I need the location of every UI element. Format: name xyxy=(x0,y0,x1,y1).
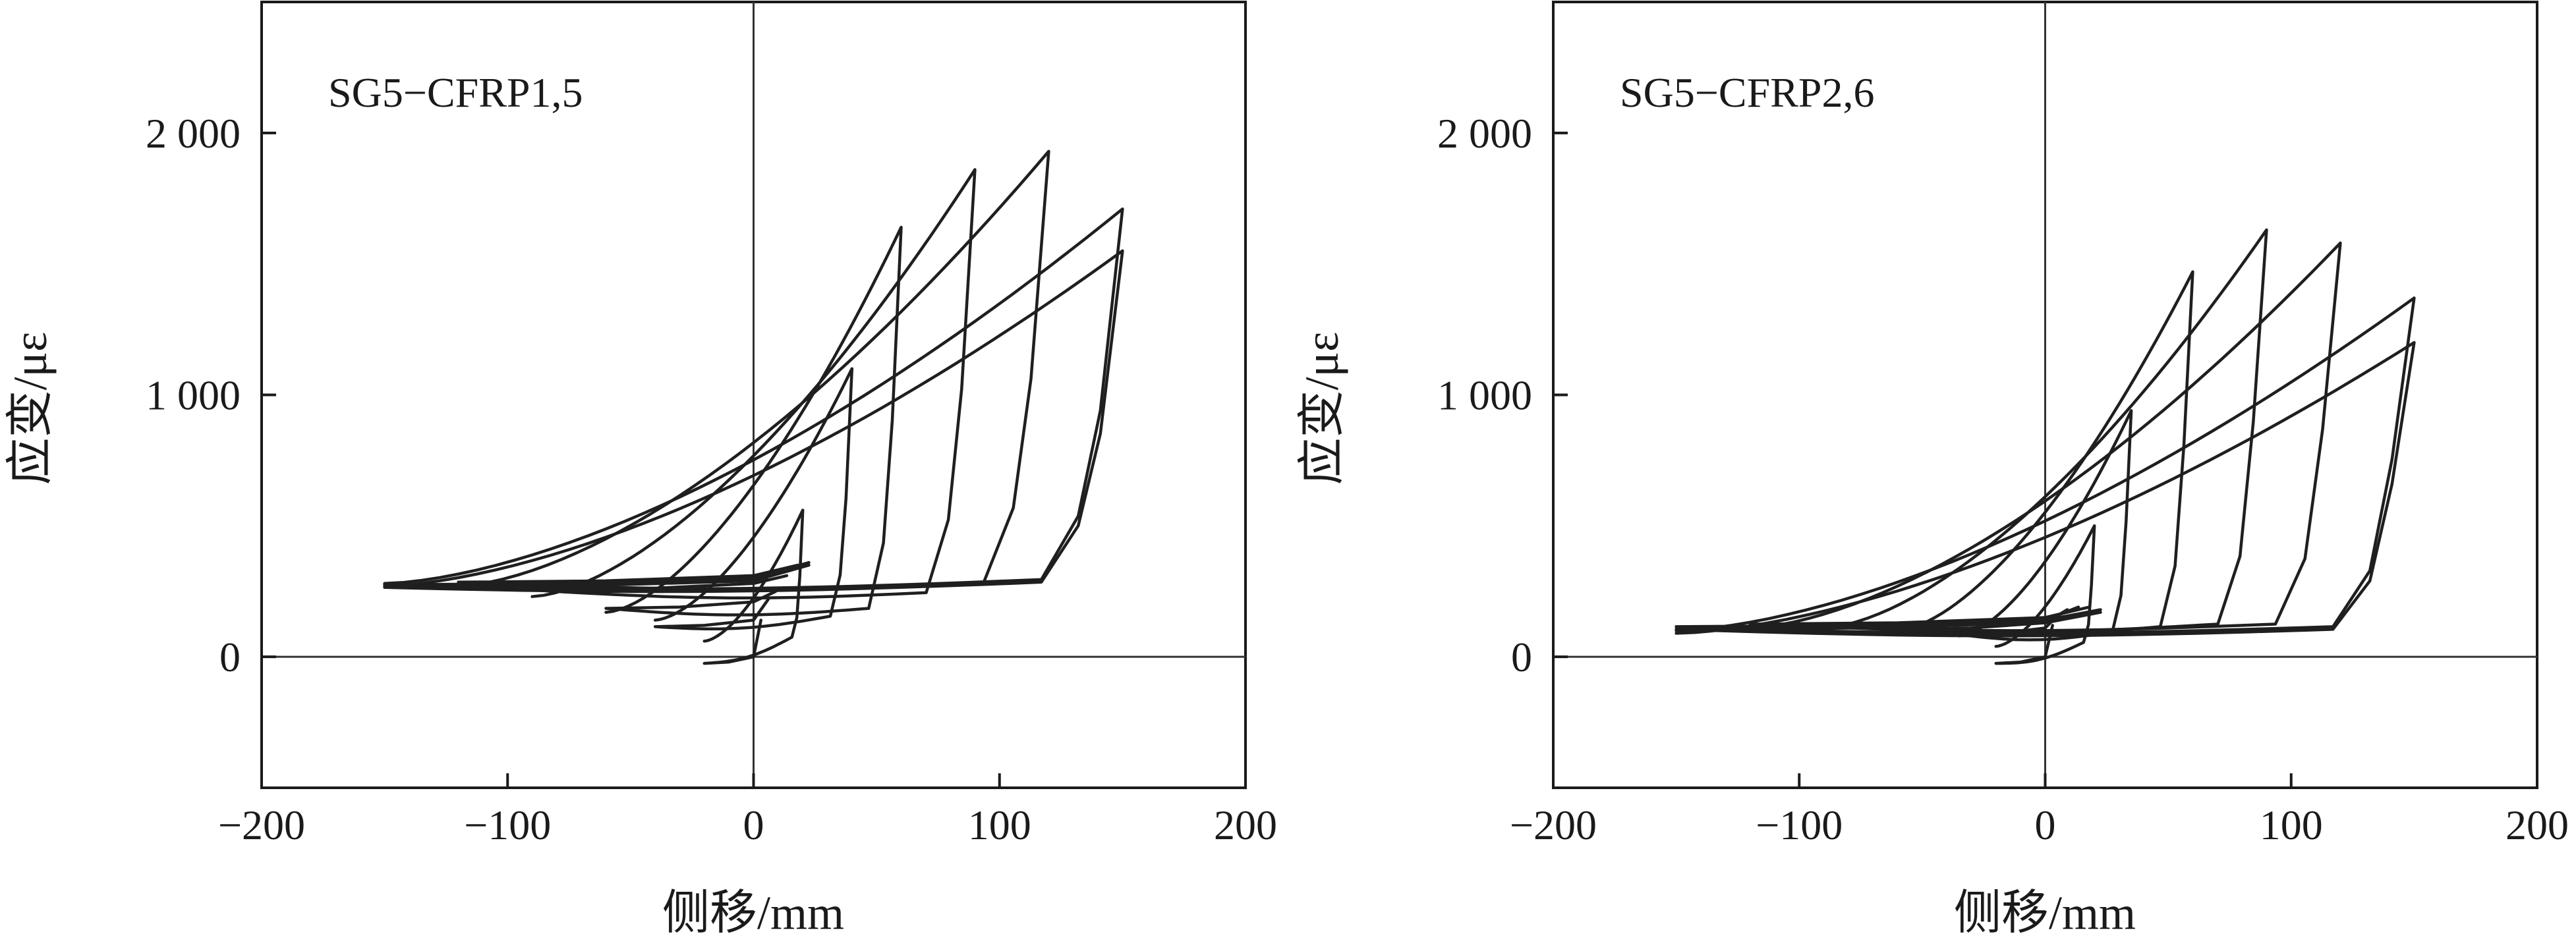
x-tick-label: −200 xyxy=(1510,802,1597,848)
y-tick-label: 0 xyxy=(1511,634,1532,680)
hysteresis-loop-4 xyxy=(530,168,977,600)
panel-title: SG5−CFRP1,5 xyxy=(328,69,583,116)
x-tick-label: 0 xyxy=(2035,802,2056,848)
hysteresis-loop-3 xyxy=(604,225,903,617)
x-tick-label: −200 xyxy=(218,802,305,848)
y-tick-label: 1 000 xyxy=(146,372,241,419)
chart-panel-right: −200 −100 0 100 200 0 1 000 2 000 SG5−CFRP2,6 侧… xyxy=(1296,1,2569,936)
x-tick-label: −100 xyxy=(464,802,551,848)
x-axis-title: 侧移/mm xyxy=(1954,887,2136,936)
x-tick-label: 200 xyxy=(1214,802,1277,848)
x-tick-label: 200 xyxy=(2505,802,2569,848)
panel-title: SG5−CFRP2,6 xyxy=(1620,69,1874,116)
y-axis-title: 应变/με xyxy=(1296,332,1348,485)
y-tick-label: 1 000 xyxy=(1437,372,1532,419)
axis-ticks: −200 −100 0 100 200 0 1 000 2 000 xyxy=(146,110,1277,848)
axis-ticks: −200 −100 0 100 200 0 1 000 2 000 xyxy=(1437,110,2569,848)
x-axis-title: 侧移/mm xyxy=(662,887,844,936)
x-tick-label: 100 xyxy=(2260,802,2323,848)
chart-panel-left: −200 −100 0 100 200 0 1 000 2 000 SG5−CFRP1,5 侧… xyxy=(4,1,1277,936)
y-tick-label: 2 000 xyxy=(1437,110,1532,157)
x-tick-label: 100 xyxy=(968,802,1031,848)
y-tick-label: 2 000 xyxy=(146,110,241,157)
hysteresis-curves xyxy=(1674,228,2416,665)
x-tick-label: 0 xyxy=(743,802,764,848)
hysteresis-loop-6 xyxy=(383,207,1124,591)
x-tick-label: −100 xyxy=(1756,802,1843,848)
hysteresis-loop-6 xyxy=(1674,296,2416,635)
hysteresis-curves xyxy=(383,150,1124,665)
y-tick-label: 0 xyxy=(219,634,241,680)
y-axis-title: 应变/με xyxy=(4,332,57,485)
hysteresis-loop-7 xyxy=(383,249,1124,593)
hysteresis-loop-7 xyxy=(1674,341,2416,638)
